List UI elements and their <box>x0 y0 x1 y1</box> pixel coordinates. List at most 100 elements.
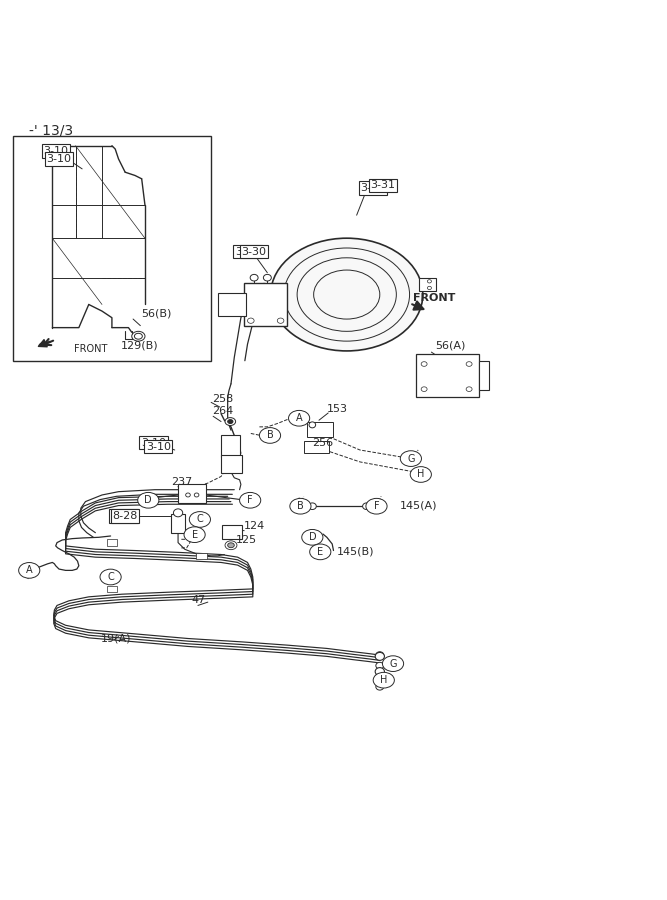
Text: 153: 153 <box>327 404 348 414</box>
Ellipse shape <box>410 466 432 482</box>
Text: -' 13/3: -' 13/3 <box>29 123 73 138</box>
Text: 56(B): 56(B) <box>141 309 172 319</box>
Ellipse shape <box>137 492 159 508</box>
FancyBboxPatch shape <box>13 136 211 361</box>
Ellipse shape <box>284 248 410 341</box>
Ellipse shape <box>466 387 472 392</box>
FancyBboxPatch shape <box>107 586 117 592</box>
Text: 3-31: 3-31 <box>371 180 396 191</box>
Text: 3-10: 3-10 <box>47 154 71 164</box>
Ellipse shape <box>173 508 183 517</box>
Text: D: D <box>145 495 152 505</box>
Ellipse shape <box>309 544 331 560</box>
Ellipse shape <box>428 286 432 290</box>
Text: 3-10: 3-10 <box>43 146 68 156</box>
Ellipse shape <box>466 362 472 366</box>
Ellipse shape <box>194 493 199 497</box>
Ellipse shape <box>239 492 261 508</box>
Ellipse shape <box>259 428 281 444</box>
FancyBboxPatch shape <box>171 514 185 533</box>
FancyBboxPatch shape <box>107 539 117 546</box>
Ellipse shape <box>421 387 427 392</box>
Text: A: A <box>26 565 33 575</box>
Text: 3-30: 3-30 <box>235 247 260 256</box>
FancyBboxPatch shape <box>416 354 479 397</box>
FancyBboxPatch shape <box>303 441 329 454</box>
Text: 264: 264 <box>212 406 233 417</box>
Text: H: H <box>417 470 424 480</box>
Ellipse shape <box>185 493 190 497</box>
Text: 3-30: 3-30 <box>241 247 267 256</box>
Ellipse shape <box>297 257 396 331</box>
Text: 19(A): 19(A) <box>101 634 131 643</box>
Text: C: C <box>197 515 203 525</box>
Ellipse shape <box>376 652 384 659</box>
Ellipse shape <box>376 683 384 690</box>
Text: 124: 124 <box>244 521 265 531</box>
Ellipse shape <box>271 238 423 351</box>
Ellipse shape <box>184 526 205 543</box>
Ellipse shape <box>428 280 432 283</box>
Text: A: A <box>295 413 302 423</box>
FancyBboxPatch shape <box>178 484 206 503</box>
Ellipse shape <box>289 410 309 426</box>
Ellipse shape <box>31 566 39 572</box>
Ellipse shape <box>400 451 422 466</box>
Text: FRONT: FRONT <box>413 292 456 302</box>
FancyBboxPatch shape <box>307 422 334 436</box>
Ellipse shape <box>376 662 384 669</box>
Ellipse shape <box>277 318 284 323</box>
Ellipse shape <box>227 543 234 548</box>
Ellipse shape <box>100 569 121 585</box>
Ellipse shape <box>19 562 40 578</box>
Text: 3-10: 3-10 <box>141 437 166 447</box>
Text: E: E <box>317 547 323 557</box>
Ellipse shape <box>421 362 427 366</box>
Text: FRONT: FRONT <box>74 344 107 354</box>
Ellipse shape <box>313 270 380 320</box>
Ellipse shape <box>309 422 315 427</box>
Ellipse shape <box>225 418 235 426</box>
Polygon shape <box>39 344 44 346</box>
FancyBboxPatch shape <box>221 454 242 473</box>
Text: 3-10: 3-10 <box>145 442 171 452</box>
Text: 256: 256 <box>312 438 334 448</box>
Text: F: F <box>247 495 253 505</box>
Ellipse shape <box>225 541 237 550</box>
Text: D: D <box>309 532 316 543</box>
Text: G: G <box>390 659 397 669</box>
FancyBboxPatch shape <box>217 292 246 317</box>
Ellipse shape <box>263 274 271 281</box>
FancyBboxPatch shape <box>196 553 207 559</box>
Text: 125: 125 <box>236 536 257 545</box>
Ellipse shape <box>366 499 387 514</box>
Text: 3-31: 3-31 <box>361 183 386 194</box>
Text: 129(B): 129(B) <box>121 341 158 351</box>
Text: G: G <box>407 454 415 464</box>
Text: H: H <box>380 675 388 685</box>
Text: 56(A): 56(A) <box>435 340 465 350</box>
Text: 145(A): 145(A) <box>400 500 437 510</box>
Ellipse shape <box>189 511 211 527</box>
FancyBboxPatch shape <box>244 283 287 326</box>
Ellipse shape <box>227 419 233 424</box>
Ellipse shape <box>290 499 311 514</box>
FancyBboxPatch shape <box>479 361 489 391</box>
Ellipse shape <box>250 274 258 281</box>
Ellipse shape <box>374 672 394 688</box>
Ellipse shape <box>301 529 323 545</box>
Ellipse shape <box>382 656 404 671</box>
Text: 237: 237 <box>171 477 192 487</box>
Ellipse shape <box>375 668 384 676</box>
Ellipse shape <box>135 333 142 339</box>
Text: 8-28: 8-28 <box>113 511 138 521</box>
Ellipse shape <box>375 652 384 661</box>
Ellipse shape <box>308 503 316 509</box>
Text: C: C <box>107 572 114 582</box>
Text: 47: 47 <box>191 596 205 606</box>
Text: 258: 258 <box>212 393 233 404</box>
FancyBboxPatch shape <box>420 278 436 292</box>
Ellipse shape <box>247 318 254 323</box>
FancyBboxPatch shape <box>221 436 239 456</box>
Text: E: E <box>191 530 197 540</box>
